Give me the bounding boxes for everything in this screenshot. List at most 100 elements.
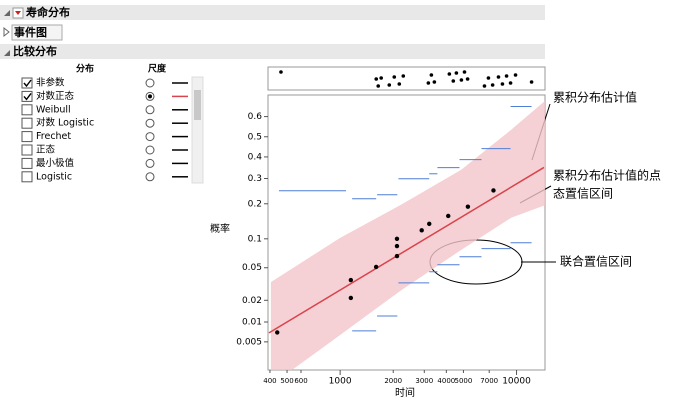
section-header[interactable] — [11, 24, 63, 41]
rug-point — [397, 82, 402, 86]
rug-point — [401, 74, 406, 78]
report-title: 寿命分布 — [26, 5, 70, 19]
distribution-name: 最小极值 — [36, 157, 75, 169]
x-tick-label: 3000 — [415, 377, 433, 385]
checkbox[interactable] — [21, 104, 33, 116]
distribution-name: 非参数 — [36, 77, 65, 89]
radio[interactable] — [145, 132, 155, 142]
y-tick-label: 0.4 — [248, 152, 263, 162]
checkbox[interactable] — [21, 171, 33, 183]
checkbox[interactable] — [21, 131, 33, 143]
distribution-name: Weibull — [36, 104, 71, 115]
y-tick-label: 0.05 — [242, 263, 262, 273]
section-title: 比较分布 — [13, 44, 57, 58]
x-tick-label: 1000 — [329, 377, 352, 387]
x-tick-label: 7000 — [480, 377, 498, 385]
red-triangle — [15, 11, 21, 15]
section-bar — [0, 44, 545, 59]
x-axis-label: 时间 — [395, 386, 415, 399]
radio[interactable] — [145, 145, 155, 155]
rug-point — [379, 76, 383, 80]
annotation: 累积分布估计值的点 — [553, 168, 661, 183]
checkbox[interactable] — [21, 157, 33, 169]
radio[interactable] — [145, 118, 155, 128]
rug-point — [429, 73, 434, 77]
rug-point — [387, 83, 392, 87]
data-point — [275, 330, 280, 335]
rug-point — [508, 81, 513, 85]
data-point — [419, 228, 424, 233]
rug-point — [447, 72, 452, 76]
rug-point — [513, 73, 518, 77]
x-tick-label: 10000 — [502, 377, 531, 387]
annotation: 联合置信区间 — [560, 254, 632, 269]
rug-point — [465, 77, 470, 81]
check-mark — [23, 92, 32, 101]
rug-point — [454, 71, 459, 75]
x-tick-label: 600 — [294, 377, 307, 385]
data-point — [394, 243, 400, 249]
fit-line — [268, 166, 545, 334]
x-tick-label: 5000 — [455, 377, 473, 385]
disclosure-icon[interactable] — [3, 26, 10, 38]
y-tick-label: 0.5 — [248, 132, 262, 142]
radio[interactable] — [145, 172, 155, 182]
rug-point — [451, 79, 456, 83]
rug-point — [279, 70, 283, 74]
checkbox[interactable] — [21, 117, 33, 129]
distribution-name: Logistic — [36, 171, 72, 182]
y-axis-label: 概率 — [210, 222, 230, 235]
rug-point — [462, 70, 467, 74]
radio[interactable] — [145, 158, 155, 168]
y-tick-label: 0.02 — [242, 296, 262, 306]
scrollbar[interactable] — [191, 76, 204, 184]
data-point — [491, 188, 496, 193]
y-tick-label: 0.005 — [236, 337, 262, 347]
title-bar — [0, 5, 545, 20]
data-point — [465, 204, 471, 209]
x-tick-label: 400 — [263, 377, 276, 385]
pointwise-confidence-band — [270, 100, 545, 370]
rug-point — [529, 80, 534, 84]
annotation: 累积分布估计值 — [553, 90, 637, 105]
rug-point — [496, 75, 501, 79]
rug-point — [374, 77, 379, 81]
rug-point — [482, 84, 487, 88]
scroll-thumb[interactable] — [194, 90, 201, 120]
rug-point — [500, 82, 505, 86]
column-header: 尺度 — [148, 63, 167, 75]
data-point — [373, 264, 379, 270]
checkbox[interactable] — [21, 144, 33, 156]
distribution-name: 对数正态 — [36, 90, 75, 102]
rug-frame — [267, 66, 546, 91]
radio[interactable] — [145, 78, 155, 88]
rug-point — [486, 76, 491, 80]
disclosure-icon[interactable] — [4, 10, 10, 16]
y-tick-label: 0.1 — [248, 234, 262, 244]
rug-point — [432, 80, 437, 84]
plot-area — [268, 100, 545, 370]
distribution-name: 正态 — [36, 144, 56, 156]
data-point — [348, 277, 354, 283]
checkbox[interactable] — [21, 77, 33, 89]
rug-point — [504, 74, 509, 78]
distribution-name: Frechet — [36, 131, 71, 142]
y-tick-label: 0.2 — [248, 199, 262, 209]
y-tick-label: 0.01 — [242, 318, 262, 328]
annotation: 态置信区间 — [553, 187, 613, 201]
radio[interactable] — [145, 105, 155, 115]
rug-point — [490, 83, 495, 87]
x-tick-label: 4000 — [437, 377, 455, 385]
data-point — [394, 236, 400, 242]
x-tick-label: 2000 — [384, 377, 402, 385]
disclosure-icon[interactable] — [4, 50, 10, 56]
checkbox[interactable] — [21, 90, 33, 102]
rug-point — [459, 78, 464, 82]
radio-dot — [148, 94, 152, 99]
data-point — [446, 213, 451, 219]
rug-point — [392, 75, 397, 79]
data-point — [348, 295, 354, 301]
data-point — [427, 221, 432, 227]
check-mark — [23, 79, 32, 88]
